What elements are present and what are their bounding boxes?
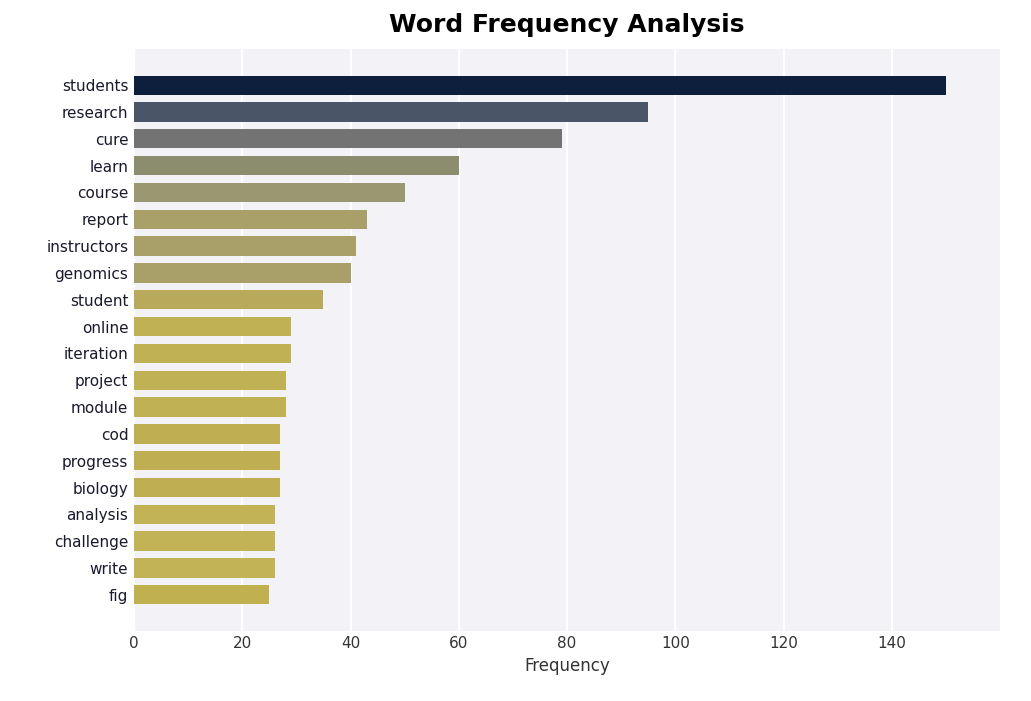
Bar (134, 424, 280, 444)
Bar (134, 397, 286, 416)
Bar (134, 156, 459, 175)
Bar (134, 371, 286, 390)
Bar (134, 317, 291, 336)
Bar (134, 343, 291, 363)
Bar (134, 129, 562, 149)
Bar (134, 505, 274, 524)
Bar (134, 558, 274, 578)
X-axis label: Frequency: Frequency (524, 657, 610, 675)
Bar (134, 585, 269, 604)
Bar (134, 478, 280, 497)
Bar (134, 264, 351, 283)
Bar (134, 76, 946, 95)
Bar (134, 531, 274, 551)
Bar (134, 183, 404, 202)
Bar (134, 210, 367, 229)
Bar (134, 102, 648, 122)
Bar (134, 236, 356, 256)
Bar (134, 451, 280, 470)
Title: Word Frequency Analysis: Word Frequency Analysis (390, 13, 744, 37)
Bar (134, 290, 324, 309)
